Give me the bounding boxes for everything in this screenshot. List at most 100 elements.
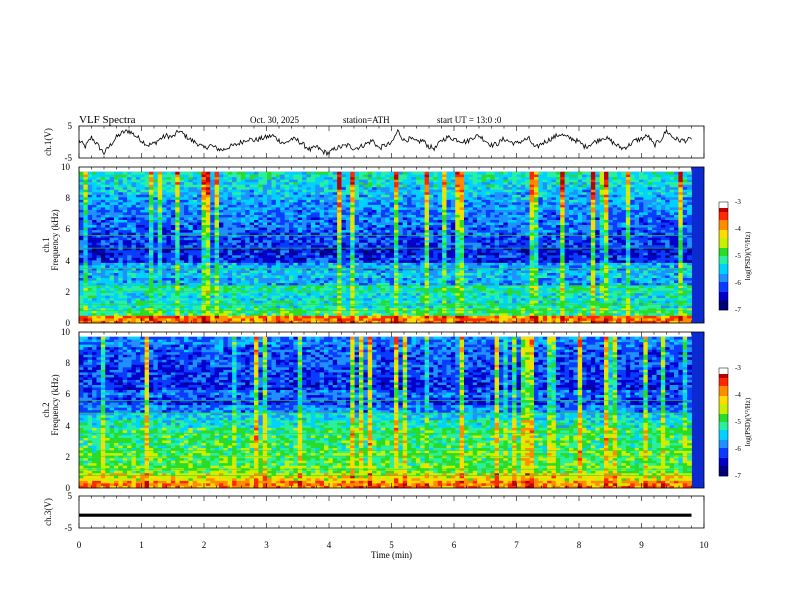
spectrogram-cell	[324, 285, 329, 289]
spectrogram-cell	[310, 305, 316, 309]
spectrogram-cell	[227, 315, 233, 319]
spectrogram-cell	[389, 239, 395, 243]
spectrogram-cell	[389, 237, 395, 241]
spectrogram-cell	[197, 179, 202, 183]
spectrogram-cell	[188, 270, 194, 273]
spectrogram-cell	[315, 292, 321, 296]
spectrogram-cell	[131, 171, 137, 175]
spectrogram-cell	[293, 254, 299, 258]
spectrogram-cell	[105, 310, 111, 314]
spectrogram-cell	[429, 206, 434, 210]
spectrogram-cell	[297, 176, 303, 180]
spectrogram-cell	[385, 191, 391, 195]
spectrogram-cell	[214, 315, 220, 319]
spectrogram-cell	[140, 315, 146, 319]
spectrogram-cell	[411, 234, 417, 238]
spectrogram-cell	[140, 259, 146, 263]
spectrogram-cell	[363, 171, 369, 175]
spectrogram-cell	[319, 287, 325, 291]
spectrogram-cell	[394, 244, 399, 248]
spectrogram-cell	[175, 219, 181, 223]
spectrogram-cell	[275, 189, 281, 193]
spectrogram-cell	[372, 204, 377, 208]
spectrogram-cell	[236, 229, 242, 233]
spectrogram-cell	[254, 242, 259, 246]
spectrogram-cell	[219, 176, 224, 180]
spectrogram-cell	[280, 237, 286, 241]
spectrogram-cell	[109, 212, 115, 215]
spectrogram-cell	[170, 282, 176, 286]
spectrogram-cell	[433, 305, 439, 309]
spectrogram-cell	[429, 257, 434, 261]
spectrogram-cell	[92, 277, 97, 281]
spectrogram-cell	[157, 184, 163, 188]
spectrogram-cell	[254, 310, 259, 314]
spectrogram-cell	[289, 179, 294, 183]
spectrogram-cell	[197, 189, 202, 193]
spectrogram-cell	[223, 189, 229, 193]
spectrogram-cell	[210, 244, 216, 248]
spectrogram-cell	[201, 206, 207, 210]
spectrogram-cell	[332, 199, 338, 203]
spectrogram-cell	[240, 272, 246, 276]
spectrogram-cell	[87, 199, 93, 203]
spectrogram-cell	[149, 292, 154, 296]
spectrogram-cell	[363, 181, 369, 185]
spectrogram-cell	[105, 232, 111, 236]
spectrogram-cell	[232, 171, 237, 175]
spectrogram-cell	[262, 186, 268, 190]
spectrogram-cell	[415, 181, 421, 185]
spectrogram-cell	[254, 259, 259, 263]
spectrogram-cell	[367, 204, 373, 208]
spectrogram-cell	[385, 212, 391, 215]
spectrogram-cell	[293, 204, 299, 208]
spectrogram-cell	[162, 174, 167, 178]
spectrogram-cell	[354, 285, 360, 289]
spectrogram-cell	[289, 242, 294, 246]
spectrogram-cell	[192, 176, 198, 180]
spectrogram-cell	[420, 257, 426, 261]
spectrogram-cell	[254, 171, 259, 175]
spectrogram-cell	[87, 237, 93, 241]
spectrogram-cell	[297, 275, 303, 278]
spectrogram-cell	[337, 209, 342, 213]
spectrogram-cell	[118, 262, 124, 266]
spectrogram-cell	[205, 257, 211, 261]
spectrogram-cell	[162, 287, 167, 291]
spectrogram-cell	[166, 191, 172, 195]
spectrogram-cell	[372, 282, 377, 286]
spectrogram-cell	[376, 275, 382, 278]
spectrogram-cell	[267, 262, 272, 266]
spectrogram-cell	[297, 204, 303, 208]
spectrogram-cell	[315, 232, 321, 236]
spectrogram-cell	[227, 186, 233, 190]
spectrogram-cell	[162, 317, 167, 321]
spectrogram-cell	[162, 257, 167, 261]
spectrogram-cell	[407, 295, 412, 299]
spectrogram-cell	[271, 267, 277, 271]
spectrogram-cell	[210, 310, 216, 314]
spectrogram-cell	[149, 297, 154, 301]
spectrogram-cell	[367, 317, 373, 321]
spectrogram-cell	[324, 234, 329, 238]
spectrogram-cell	[100, 204, 106, 208]
spectrogram-cell	[232, 252, 237, 256]
spectrogram-cell	[192, 242, 198, 246]
spectrogram-cell	[105, 285, 111, 289]
spectrogram-cell	[223, 214, 229, 218]
spectrogram-cell	[144, 317, 150, 321]
spectrogram-cell	[157, 257, 163, 261]
spectrogram-cell	[184, 305, 189, 309]
spectrogram-cell	[324, 209, 329, 213]
spectrogram-cell	[227, 244, 233, 248]
spectrogram-cell	[135, 199, 141, 203]
spectrogram-cell	[359, 307, 364, 311]
spectrogram-cell	[135, 295, 141, 299]
spectrogram-cell	[363, 282, 369, 286]
spectrogram-cell	[135, 307, 141, 311]
spectrogram-cell	[424, 184, 430, 188]
spectrogram-cell	[140, 320, 146, 324]
spectrogram-cell	[144, 237, 150, 241]
spectrogram-cell	[175, 212, 181, 215]
